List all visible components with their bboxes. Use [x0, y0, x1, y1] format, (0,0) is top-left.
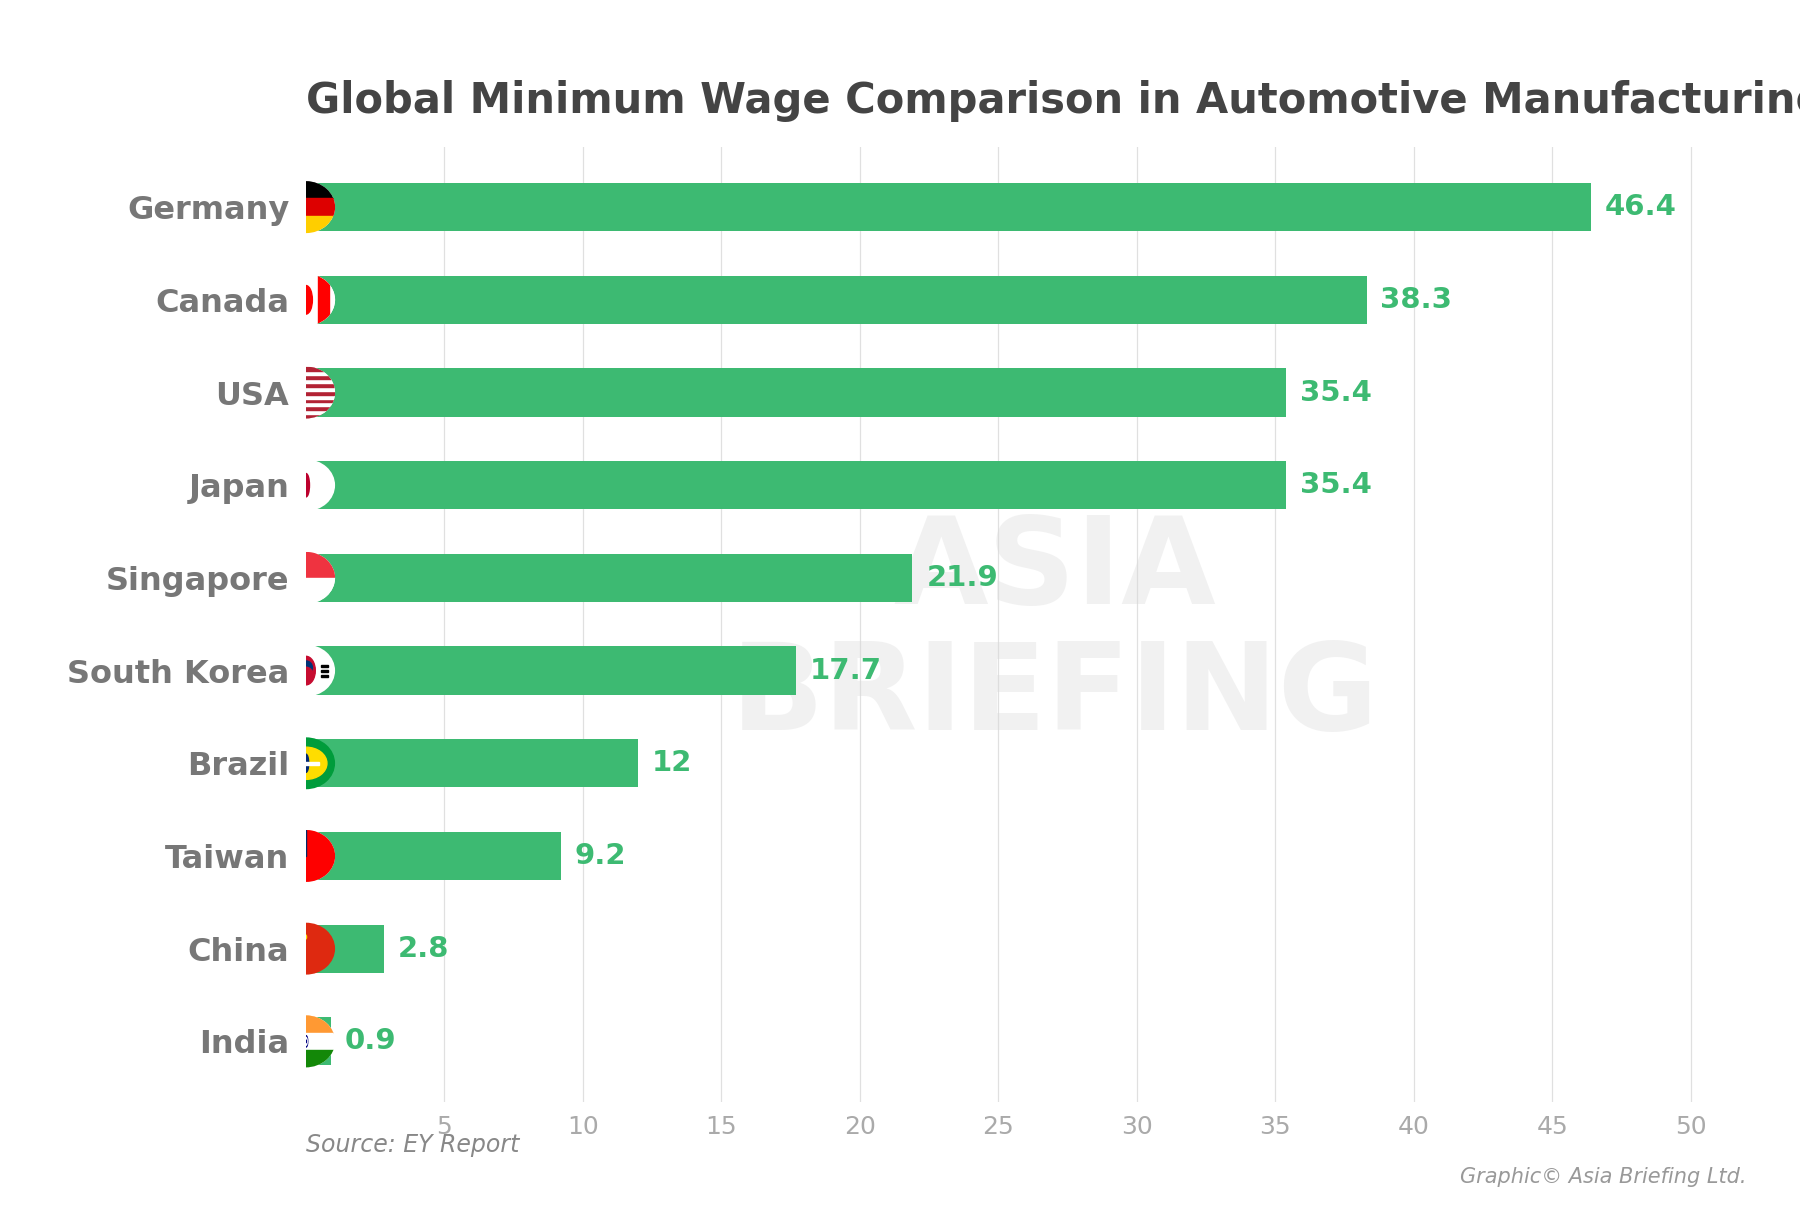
- FancyBboxPatch shape: [322, 670, 328, 672]
- Bar: [306, 1017, 331, 1065]
- Text: 12: 12: [652, 749, 693, 777]
- Ellipse shape: [299, 661, 313, 674]
- FancyBboxPatch shape: [277, 406, 335, 410]
- Ellipse shape: [277, 737, 335, 789]
- Ellipse shape: [299, 941, 302, 946]
- Text: 35.4: 35.4: [1300, 471, 1372, 499]
- Ellipse shape: [277, 552, 335, 603]
- Text: 38.3: 38.3: [1381, 286, 1453, 313]
- Ellipse shape: [284, 747, 328, 780]
- Ellipse shape: [277, 366, 335, 419]
- FancyBboxPatch shape: [277, 383, 335, 387]
- FancyBboxPatch shape: [322, 676, 328, 677]
- FancyBboxPatch shape: [317, 274, 329, 326]
- Circle shape: [302, 754, 310, 772]
- Ellipse shape: [288, 931, 301, 947]
- Text: 35.4: 35.4: [1300, 378, 1372, 406]
- Text: Source: EY Report: Source: EY Report: [306, 1132, 520, 1157]
- Text: 46.4: 46.4: [1606, 193, 1676, 222]
- Ellipse shape: [301, 929, 306, 934]
- FancyBboxPatch shape: [277, 415, 335, 419]
- FancyBboxPatch shape: [277, 375, 335, 378]
- Circle shape: [299, 563, 302, 574]
- Text: 9.2: 9.2: [574, 842, 626, 870]
- FancyBboxPatch shape: [284, 670, 290, 672]
- FancyBboxPatch shape: [277, 399, 335, 403]
- Bar: [306, 184, 1591, 231]
- Text: 17.7: 17.7: [810, 656, 882, 684]
- Circle shape: [293, 561, 299, 577]
- FancyBboxPatch shape: [277, 274, 288, 326]
- FancyBboxPatch shape: [277, 403, 335, 406]
- Circle shape: [304, 1038, 308, 1045]
- FancyBboxPatch shape: [277, 378, 335, 383]
- Circle shape: [302, 474, 310, 497]
- Bar: [306, 461, 1287, 509]
- FancyBboxPatch shape: [277, 371, 335, 375]
- FancyBboxPatch shape: [277, 198, 335, 215]
- Ellipse shape: [277, 459, 335, 512]
- FancyBboxPatch shape: [284, 676, 290, 677]
- Text: Graphic© Asia Briefing Ltd.: Graphic© Asia Briefing Ltd.: [1460, 1168, 1746, 1187]
- Circle shape: [290, 838, 293, 847]
- FancyBboxPatch shape: [284, 665, 290, 667]
- FancyBboxPatch shape: [277, 410, 335, 415]
- FancyBboxPatch shape: [322, 665, 328, 667]
- FancyBboxPatch shape: [277, 1016, 335, 1033]
- Ellipse shape: [297, 656, 315, 685]
- Text: 0.9: 0.9: [346, 1027, 396, 1055]
- FancyBboxPatch shape: [277, 578, 335, 603]
- Ellipse shape: [299, 667, 313, 681]
- FancyBboxPatch shape: [277, 215, 335, 233]
- FancyBboxPatch shape: [277, 366, 302, 388]
- FancyBboxPatch shape: [277, 390, 335, 394]
- FancyBboxPatch shape: [277, 366, 335, 371]
- FancyBboxPatch shape: [277, 830, 306, 856]
- Text: Global Minimum Wage Comparison in Automotive Manufacturing Industry: Global Minimum Wage Comparison in Automo…: [306, 80, 1800, 121]
- Ellipse shape: [302, 934, 306, 940]
- Bar: [306, 924, 383, 973]
- Circle shape: [290, 836, 293, 851]
- Ellipse shape: [292, 934, 297, 945]
- Bar: [306, 368, 1287, 416]
- Text: 2.8: 2.8: [398, 935, 448, 962]
- Text: 21.9: 21.9: [927, 564, 997, 592]
- FancyBboxPatch shape: [301, 274, 335, 326]
- Ellipse shape: [277, 181, 335, 233]
- Ellipse shape: [277, 830, 335, 883]
- Bar: [306, 553, 913, 602]
- FancyBboxPatch shape: [277, 830, 335, 883]
- Ellipse shape: [299, 285, 313, 315]
- FancyBboxPatch shape: [277, 1050, 335, 1067]
- Ellipse shape: [277, 274, 335, 326]
- Bar: [306, 275, 1366, 324]
- FancyBboxPatch shape: [277, 181, 335, 198]
- Ellipse shape: [277, 923, 335, 974]
- Circle shape: [304, 1036, 308, 1047]
- Bar: [306, 832, 562, 880]
- Ellipse shape: [277, 645, 335, 696]
- Ellipse shape: [277, 1016, 335, 1067]
- FancyBboxPatch shape: [277, 552, 335, 578]
- Text: ASIA
BRIEFING: ASIA BRIEFING: [731, 512, 1379, 755]
- FancyBboxPatch shape: [277, 394, 335, 399]
- FancyBboxPatch shape: [277, 1033, 335, 1050]
- Bar: [306, 739, 639, 787]
- FancyBboxPatch shape: [293, 763, 319, 765]
- Bar: [306, 646, 796, 695]
- FancyBboxPatch shape: [277, 387, 335, 390]
- Ellipse shape: [301, 940, 306, 945]
